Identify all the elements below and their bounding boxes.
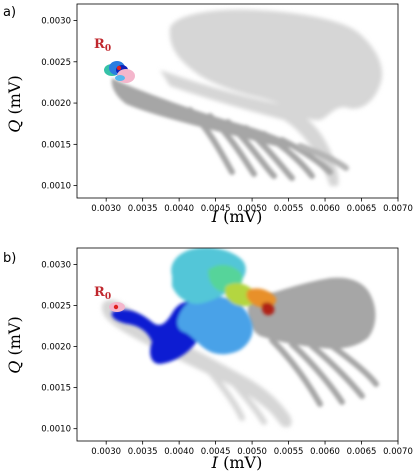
panel-a-xlabel: I (mV) [211,207,263,226]
panel-a-xtick-label: 0.0030 [91,204,121,214]
ylabel-var: Q [5,361,24,374]
panel-a-xtick-label: 0.0035 [128,204,158,214]
panel-a-ylabel: Q (mV) [5,75,24,132]
panel-b-ylabel: Q (mV) [5,316,24,373]
xlabel-unit: (mV) [223,453,262,472]
r0-label-sub: 0 [105,44,111,54]
panel-b-xtick-label: 0.0045 [201,447,231,457]
panel-a-ytick-label: 0.0010 [41,182,71,192]
panel-b: b) [3,247,413,472]
panel-b-xtick-label: 0.0035 [128,447,158,457]
panel-b-frame [76,247,399,442]
panel-b-xtick-label: 0.0050 [237,447,267,457]
panel-a-plot [104,9,383,186]
panel-a-r0-label: R0 [94,37,111,54]
panel-b-ytick-label: 0.0030 [41,260,71,270]
panel-b-xtick-label: 0.0030 [91,447,121,457]
panel-b-xtick-label: 0.0040 [164,447,194,457]
r0-marker [116,65,122,71]
panel-a-ytick-label: 0.0015 [41,140,71,150]
panel-b-r0-label: R0 [94,285,111,302]
panel-a-ytick-label: 0.0030 [41,17,71,27]
panel-b-xtick-label: 0.0055 [274,447,304,457]
ylabel-var: Q [5,120,24,133]
panel-a-cloud-dark [111,78,349,181]
panel-a-xtick-label: 0.0065 [347,204,377,214]
panel-b-xtick-label: 0.0060 [310,447,340,457]
ylabel-unit: (mV) [5,75,24,114]
xlabel-var: I [211,207,219,226]
trajectory-light-blue [177,295,253,355]
panel-b-ticks: 0.0030 0.0035 0.0040 0.0045 0.0050 0.0055 0.00… [41,260,413,457]
panel-a-xtick-label: 0.0060 [310,204,340,214]
panel-b-label: b) [3,251,16,266]
panel-a-xtick-label: 0.0040 [164,204,194,214]
panel-a-cloud-light [160,9,383,186]
panel-b-plot [101,248,379,428]
r0-marker [113,304,119,310]
r0-label-main: R [94,37,105,52]
panel-b-ytick-label: 0.0015 [41,384,71,394]
panel-a-xtick-label: 0.0050 [237,204,267,214]
panel-b-xlabel: I (mV) [211,453,263,472]
trajectory-lightblue [115,75,125,81]
trajectory-red [261,302,275,316]
panel-a-ytick-label: 0.0020 [41,99,71,109]
panel-a-label: a) [3,5,16,20]
panel-b-ytick-label: 0.0020 [41,343,71,353]
panel-a-ticks: 0.0030 0.0035 0.0040 0.0045 0.0050 0.0055 0.00… [41,17,413,214]
xlabel-unit: (mV) [223,207,262,226]
xlabel-var: I [211,453,219,472]
panel-a: a) [3,3,413,226]
panel-a-trajectory [104,61,135,83]
panel-b-trajectory [111,248,277,364]
panel-a-frame [76,3,399,199]
panel-b-ytick-label: 0.0025 [41,301,71,311]
panel-b-xtick-label: 0.0070 [383,447,413,457]
panel-b-ytick-label: 0.0010 [41,425,71,435]
panel-a-ytick-label: 0.0025 [41,58,71,68]
panel-a-xtick-label: 0.0070 [383,204,413,214]
r0-label-main: R [94,285,105,300]
panel-a-xtick-label: 0.0045 [201,204,231,214]
ylabel-unit: (mV) [5,316,24,355]
panel-b-xtick-label: 0.0065 [347,447,377,457]
panel-b-cloud-dark [247,277,379,407]
panel-a-xtick-label: 0.0055 [274,204,304,214]
r0-label-sub: 0 [105,292,111,302]
